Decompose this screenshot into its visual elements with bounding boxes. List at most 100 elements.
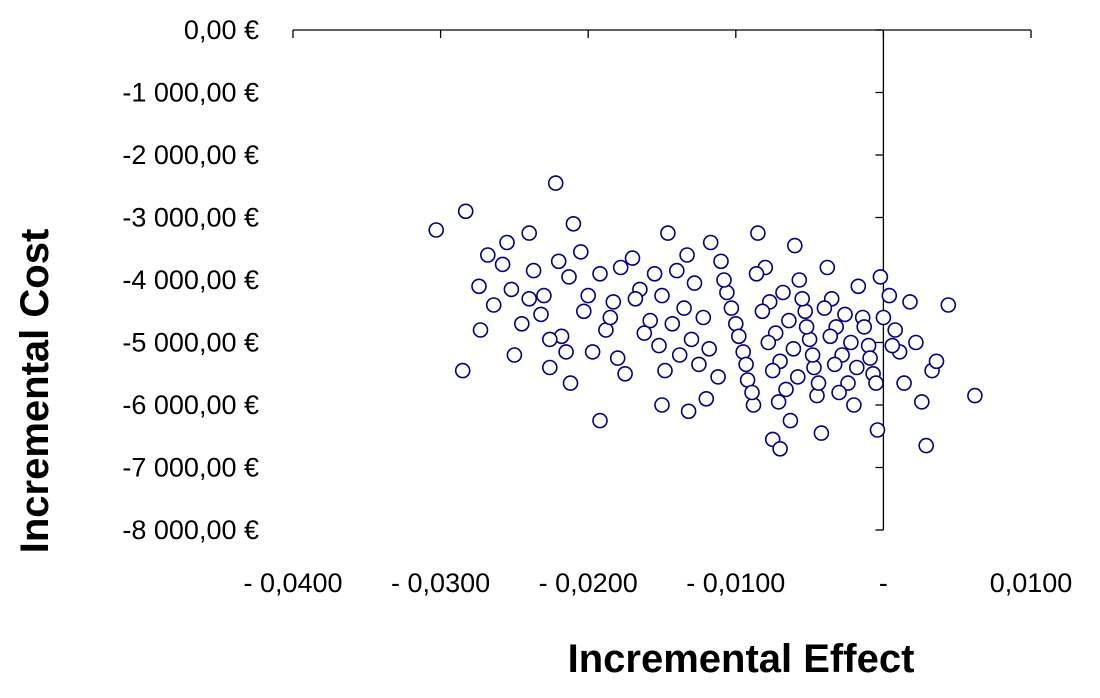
data-point xyxy=(499,234,515,251)
data-point xyxy=(862,350,878,366)
data-point xyxy=(558,344,574,360)
data-point xyxy=(902,294,918,310)
data-point xyxy=(521,225,538,241)
data-point xyxy=(609,350,626,366)
data-point xyxy=(457,203,474,220)
data-point xyxy=(918,437,935,454)
data-point xyxy=(887,322,904,338)
data-point xyxy=(521,290,538,307)
y-axis: 0,00 € -1 000,00 € -2 000,00 € -3 000,00 € -… xyxy=(122,15,885,545)
data-point xyxy=(719,284,735,301)
data-point xyxy=(868,375,884,391)
data-point xyxy=(550,253,567,270)
x-tick-label: - 0,0300 xyxy=(391,568,490,598)
data-point xyxy=(679,247,695,263)
data-point xyxy=(541,331,558,348)
x-tick-label: - 0,0100 xyxy=(686,568,785,598)
data-point xyxy=(503,281,520,298)
data-point xyxy=(627,290,644,307)
data-point xyxy=(760,334,777,351)
data-point xyxy=(738,356,754,373)
data-point xyxy=(804,347,821,363)
data-point xyxy=(770,394,787,410)
data-point xyxy=(612,259,629,276)
data-point xyxy=(680,403,697,420)
data-point xyxy=(646,265,663,282)
data-point xyxy=(651,337,667,354)
y-tick-label: -2 000,00 € xyxy=(122,140,259,170)
data-point xyxy=(837,306,853,323)
data-point xyxy=(642,312,659,329)
data-point xyxy=(513,315,530,332)
data-point xyxy=(913,394,930,410)
data-point xyxy=(572,244,589,260)
data-point xyxy=(967,387,983,404)
data-point xyxy=(654,397,670,413)
data-point xyxy=(750,225,766,241)
data-point xyxy=(713,253,729,270)
data-point xyxy=(471,278,487,295)
data-point xyxy=(723,300,740,316)
data-point xyxy=(872,269,889,285)
data-point xyxy=(850,278,867,295)
data-point xyxy=(797,303,814,320)
data-point xyxy=(710,369,726,385)
data-point xyxy=(778,381,794,398)
x-axis-title: Incremental Effect xyxy=(568,637,915,681)
data-point xyxy=(617,365,633,382)
data-point xyxy=(748,265,765,282)
x-axis: - 0,0400 - 0,0300 - 0,0200 - 0,0100 - 0,0100 xyxy=(243,29,1073,598)
data-point xyxy=(561,269,577,285)
data-point xyxy=(791,272,808,288)
data-point xyxy=(775,284,791,301)
data-point xyxy=(671,347,688,363)
data-point xyxy=(786,237,803,254)
y-tick-label: 0,00 € xyxy=(184,15,259,45)
data-point xyxy=(822,328,839,345)
x-tick-label: 0,0100 xyxy=(990,568,1073,598)
data-point xyxy=(727,315,744,332)
data-point xyxy=(840,375,856,391)
data-point xyxy=(664,315,681,332)
data-point xyxy=(562,375,579,391)
data-point xyxy=(785,340,802,357)
data-point xyxy=(875,309,892,326)
data-point xyxy=(479,247,496,263)
data-point xyxy=(781,312,797,329)
y-tick-label: -5 000,00 € xyxy=(122,328,259,358)
data-point xyxy=(831,384,847,401)
data-point xyxy=(676,300,692,316)
data-point xyxy=(754,303,771,320)
data-point xyxy=(819,259,836,276)
data-point xyxy=(657,362,673,379)
data-points xyxy=(428,175,983,457)
data-point xyxy=(592,412,608,429)
data-point xyxy=(884,337,901,354)
data-point xyxy=(695,309,712,326)
data-point xyxy=(428,222,445,238)
y-tick-label: -1 000,00 € xyxy=(122,78,259,108)
data-point xyxy=(782,412,799,429)
data-point xyxy=(686,275,703,291)
data-point xyxy=(810,375,827,391)
data-point xyxy=(843,334,859,351)
x-tick-label: - xyxy=(879,568,888,598)
data-point xyxy=(533,306,549,323)
data-point xyxy=(881,287,898,304)
data-point xyxy=(813,425,830,441)
x-tick-label: - 0,0200 xyxy=(539,568,638,598)
data-point xyxy=(848,359,865,376)
data-point xyxy=(698,390,715,407)
data-point xyxy=(580,287,597,304)
data-point xyxy=(565,216,582,232)
data-point xyxy=(772,440,788,457)
data-point xyxy=(816,300,833,316)
data-point xyxy=(940,297,957,313)
data-point xyxy=(624,250,641,266)
data-point xyxy=(691,356,707,373)
data-point xyxy=(536,287,552,304)
data-point xyxy=(856,319,873,335)
data-point xyxy=(869,422,886,438)
y-axis-title: Incremental Cost xyxy=(13,229,57,554)
data-point xyxy=(485,297,502,313)
